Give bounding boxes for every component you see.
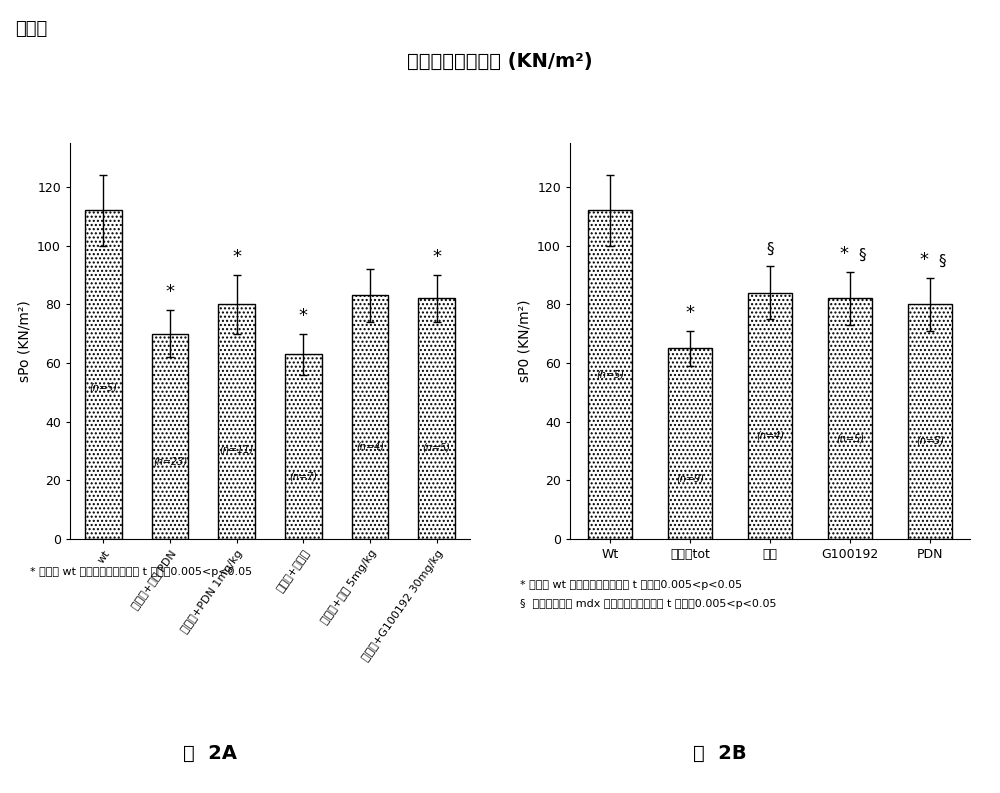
Text: *: *	[920, 251, 929, 269]
Bar	[908, 305, 952, 539]
Bar	[218, 305, 255, 539]
Bar	[285, 354, 322, 539]
Text: §: §	[938, 254, 946, 269]
Text: (n=9): (n=9)	[676, 473, 704, 483]
Y-axis label: sPo (KN/m²): sPo (KN/m²)	[18, 300, 32, 382]
Text: §: §	[766, 243, 774, 257]
Text: *: *	[432, 248, 441, 266]
Text: (n=5): (n=5)	[423, 442, 451, 453]
Text: *: *	[299, 307, 308, 325]
Bar	[748, 293, 792, 539]
Bar	[828, 298, 872, 539]
Text: *: *	[232, 248, 241, 266]
Text: (n=5): (n=5)	[836, 433, 864, 443]
Text: (n=5): (n=5)	[596, 370, 624, 380]
Text: 图  2B: 图 2B	[693, 744, 747, 763]
Y-axis label: sP0 (KN/m²): sP0 (KN/m²)	[518, 300, 532, 382]
Text: 横隔膜: 横隔膜	[15, 20, 47, 38]
Text: *: *	[840, 245, 849, 263]
Text: (n=11): (n=11)	[220, 445, 254, 455]
Text: §: §	[858, 248, 866, 263]
Bar	[85, 210, 122, 539]
Bar	[418, 298, 455, 539]
Bar	[152, 334, 188, 539]
Text: *: *	[166, 283, 175, 301]
Bar	[352, 296, 388, 539]
Text: (n=5): (n=5)	[916, 435, 944, 446]
Text: 图  2A: 图 2A	[183, 744, 237, 763]
Text: (n=4): (n=4)	[756, 431, 784, 441]
Text: 标准化的强直张力 (KN/m²): 标准化的强直张力 (KN/m²)	[407, 52, 593, 71]
Bar	[588, 210, 632, 539]
Text: (n=5): (n=5)	[89, 383, 117, 393]
Text: * 相对于 wt 的显著差异：经学生 t 检验，0.005<p<0.05: * 相对于 wt 的显著差异：经学生 t 检验，0.005<p<0.05	[520, 580, 742, 591]
Text: * 相对于 wt 的显著差异：经学生 t 检验，0.005<p<0.05: * 相对于 wt 的显著差异：经学生 t 检验，0.005<p<0.05	[30, 567, 252, 577]
Text: (n=23): (n=23)	[153, 456, 187, 466]
Bar	[668, 348, 712, 539]
Text: (n=7): (n=7)	[289, 471, 317, 481]
Text: (n=4): (n=4)	[356, 442, 384, 451]
Text: §  相对于运动的 mdx 的显著差异：经学生 t 检验，0.005<p<0.05: § 相对于运动的 mdx 的显著差异：经学生 t 检验，0.005<p<0.05	[520, 599, 776, 609]
Text: *: *	[686, 304, 694, 322]
